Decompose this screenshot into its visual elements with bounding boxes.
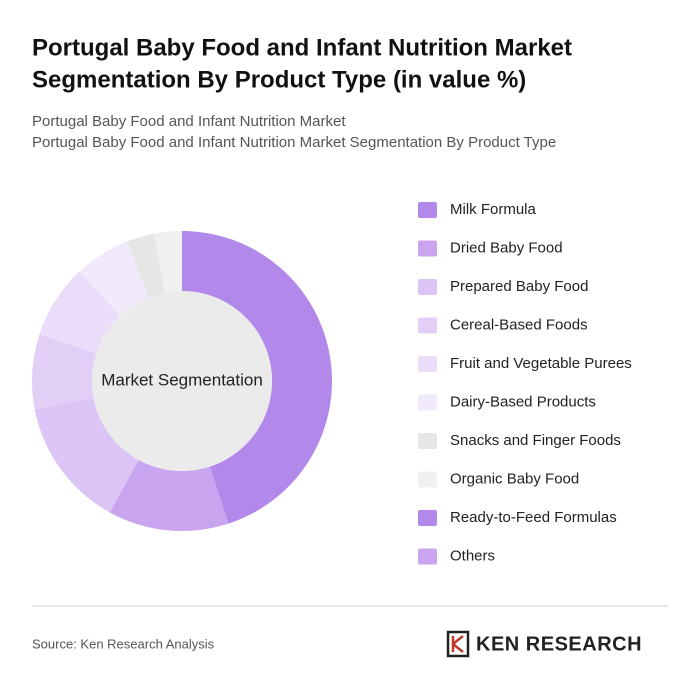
legend-swatch — [418, 202, 437, 218]
legend-label: Fruit and Vegetable Purees — [450, 355, 632, 372]
legend-label: Ready-to-Feed Formulas — [450, 509, 617, 526]
donut-slice — [34, 397, 139, 513]
legend-label: Snacks and Finger Foods — [450, 432, 621, 449]
subtitle: Portugal Baby Food and Infant Nutrition … — [32, 134, 556, 151]
logo-text: KEN RESEARCH — [476, 633, 642, 655]
legend-label: Organic Baby Food — [450, 470, 579, 487]
legend-label: Others — [450, 547, 495, 564]
donut-slice — [153, 231, 182, 293]
donut-slice — [109, 459, 229, 531]
logo-icon — [446, 630, 470, 658]
legend-swatch — [418, 317, 437, 334]
donut-slice — [126, 233, 166, 298]
legend-swatch — [418, 356, 437, 372]
logo: KEN RESEARCH — [446, 630, 642, 658]
legend-label: Milk Formula — [450, 201, 536, 218]
donut-slice — [39, 271, 121, 354]
donut-hole — [92, 291, 272, 471]
donut — [31, 231, 332, 531]
legend: Milk Formula Dried Baby Food Prepared Baby… — [418, 201, 632, 565]
donut-slice — [31, 334, 97, 410]
legend-label: Prepared Baby Food — [450, 278, 588, 295]
legend-label: Dairy-Based Products — [450, 393, 596, 410]
legend-swatch — [418, 279, 437, 295]
donut-slice — [79, 241, 149, 316]
legend-swatch — [418, 510, 437, 526]
title: Portugal Baby Food and Infant Nutrition … — [32, 34, 572, 61]
source: Source: Ken Research Analysis — [32, 636, 215, 651]
legend-swatch — [418, 394, 437, 411]
legend-swatch — [418, 433, 437, 449]
legend-label: Dried Baby Food — [450, 239, 563, 256]
center-label: Market Segmentation — [101, 370, 263, 389]
legend-swatch — [418, 240, 437, 257]
legend-swatch — [418, 548, 437, 565]
legend-label: Cereal-Based Foods — [450, 316, 588, 333]
donut-slice — [182, 231, 332, 524]
subtitle: Portugal Baby Food and Infant Nutrition … — [32, 113, 346, 130]
logo-icon — [451, 635, 464, 653]
legend-swatch — [418, 471, 437, 488]
title: Segmentation By Product Type (in value %… — [32, 66, 526, 93]
